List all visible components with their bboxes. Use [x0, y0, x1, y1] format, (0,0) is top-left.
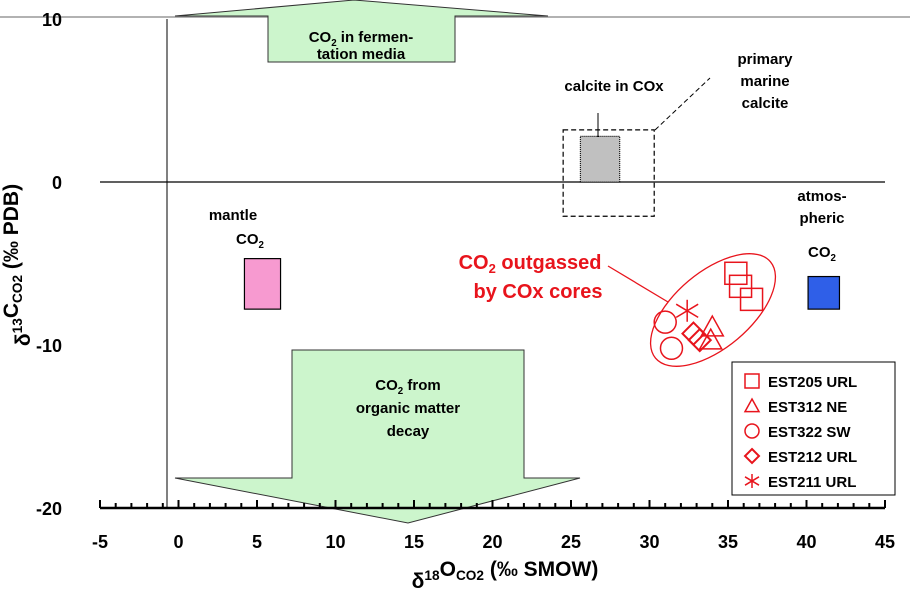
- asterisk-stroke: [675, 303, 699, 319]
- legend-marker: [743, 397, 761, 413]
- x-tick-label: 45: [875, 532, 895, 552]
- y-tick-label: -10: [36, 336, 62, 356]
- point-est211-url: [675, 299, 699, 322]
- x-axis-label: δ18OCO2 (‰ SMOW): [412, 558, 599, 593]
- legend-label: EST211 URL: [768, 474, 856, 491]
- legend-marker: [743, 447, 761, 465]
- x-tick-label: -5: [92, 532, 108, 552]
- atmos-label-2: pheric: [799, 210, 844, 227]
- region-mantle-co2: [243, 258, 282, 310]
- legend-marker: [744, 423, 760, 439]
- marine-label-2: calcite: [742, 95, 789, 112]
- legend-marker: [744, 373, 760, 389]
- point-est205-url: [724, 261, 748, 286]
- atmos-label-1: atmos-: [797, 188, 846, 205]
- y-tick-label: 10: [42, 10, 62, 30]
- outgassed-label-1: CO2 outgassed: [459, 252, 602, 276]
- calcite-label: calcite in COx: [564, 78, 664, 95]
- x-tick-label: 40: [796, 532, 816, 552]
- legend-label: EST212 URL: [768, 449, 857, 466]
- mantle-label-2: CO2: [236, 231, 265, 251]
- legend-marker: [744, 474, 760, 488]
- fermentation-label-1: CO2 in fermen-: [309, 29, 414, 49]
- point-est212-url: [681, 321, 706, 347]
- organic-label-3: decay: [387, 423, 430, 440]
- y-axis-label: δ13CCO2 (‰ PDB): [0, 184, 35, 346]
- point-est312-ne: [700, 314, 725, 337]
- marine-label-0: primary: [737, 51, 793, 68]
- organic-decay-arrow: [174, 349, 581, 524]
- marine-label-1: marine: [740, 73, 789, 90]
- point-est312-ne: [698, 327, 724, 350]
- marine-pointer: [654, 77, 711, 131]
- x-tick-label: 20: [482, 532, 502, 552]
- x-tick-label: 5: [252, 532, 262, 552]
- region-atmospheric-co2: [807, 275, 841, 310]
- point-est322-sw: [659, 336, 684, 361]
- atmos-label-3: CO2: [808, 244, 837, 264]
- x-tick-label: 15: [404, 532, 424, 552]
- x-tick-label: 10: [325, 532, 345, 552]
- organic-label-2: organic matter: [356, 400, 460, 417]
- y-tick-label: -20: [36, 499, 62, 519]
- x-tick-label: 35: [718, 532, 738, 552]
- fermentation-arrow: [174, 0, 549, 63]
- x-tick-label: 0: [173, 532, 183, 552]
- point-est205-url: [739, 287, 764, 312]
- point-est212-url: [687, 327, 713, 353]
- x-tick-label: 30: [639, 532, 659, 552]
- fermentation-label-2: tation media: [317, 46, 406, 63]
- x-tick-label: 25: [561, 532, 581, 552]
- region-calcite-in-cox: [579, 135, 621, 183]
- outgassed-label-2: by COx cores: [474, 281, 603, 303]
- legend-label: EST322 SW: [768, 424, 851, 441]
- outgassed-pointer: [607, 265, 669, 303]
- point-est322-sw: [653, 310, 677, 334]
- legend-label: EST312 NE: [768, 399, 847, 416]
- asterisk-stroke: [744, 476, 760, 486]
- outgassed-ellipse: [649, 253, 777, 367]
- y-tick-label: 0: [52, 173, 62, 193]
- legend-label: EST205 URL: [768, 374, 857, 391]
- organic-label-1: CO2 from: [375, 377, 440, 397]
- mantle-label-1: mantle: [209, 207, 257, 224]
